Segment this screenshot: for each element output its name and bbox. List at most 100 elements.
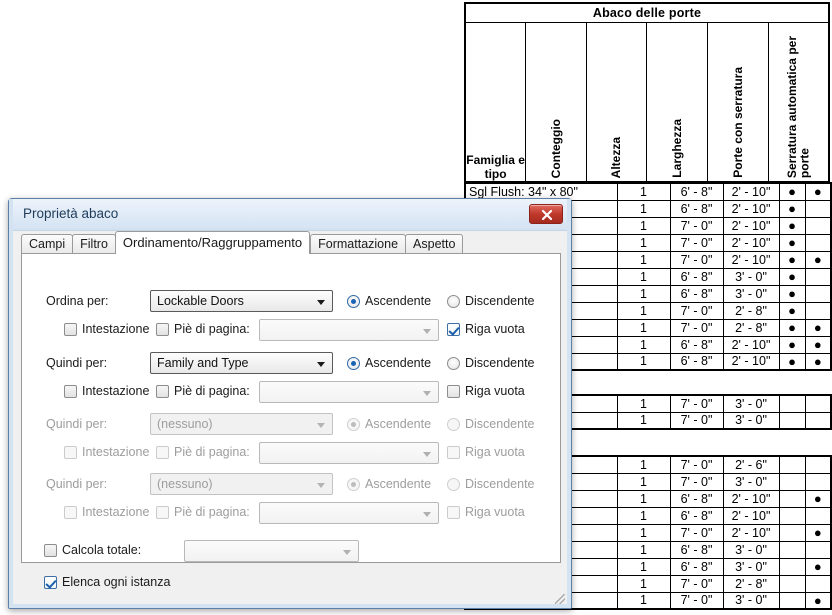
cell-larghezza: 3' - 0" (722, 591, 780, 610)
cell-conteggio: 1 (616, 284, 671, 303)
cell-conteggio: 1 (616, 394, 671, 413)
chevron-down-icon (317, 362, 325, 367)
then-by-select-1[interactable]: Family and Type (150, 352, 333, 374)
cell-porte-con-serratura: ● (778, 182, 806, 201)
cell-conteggio: 1 (616, 301, 671, 320)
blank-row-checkbox-2[interactable] (447, 385, 460, 398)
schedule-title-row: Abaco delle porte (464, 2, 830, 23)
then-by-select-2[interactable]: (nessuno) (150, 413, 333, 435)
cell-larghezza: 2' - 10" (722, 523, 780, 542)
cell-altezza: 7' - 0" (669, 574, 724, 593)
footer-label-1: Piè di pagina: (174, 322, 250, 336)
descending-label-4: Discendente (465, 477, 535, 491)
header-checkbox-4[interactable] (64, 506, 77, 519)
footer-select-1[interactable] (259, 319, 439, 341)
footer-checkbox-3[interactable] (156, 446, 169, 459)
chevron-down-icon (423, 329, 431, 334)
cell-conteggio: 1 (616, 506, 671, 525)
descending-radio-3[interactable] (447, 418, 460, 431)
cell-altezza: 7' - 0" (669, 411, 724, 430)
tab-aspetto[interactable]: Aspetto (405, 234, 464, 254)
cell-conteggio: 1 (616, 267, 671, 286)
cell-altezza: 6' - 8" (669, 267, 724, 286)
cell-altezza: 7' - 0" (669, 301, 724, 320)
descending-label-1: Discendente (465, 294, 535, 308)
cell-altezza: 7' - 0" (669, 318, 724, 337)
ascending-radio-1[interactable] (347, 295, 360, 308)
footer-label-2: Piè di pagina: (174, 384, 250, 398)
blank-row-checkbox-3[interactable] (447, 446, 460, 459)
footer-select-4[interactable] (259, 502, 439, 524)
cell-serratura-automatica (804, 216, 832, 235)
cell-larghezza: 2' - 8" (722, 574, 780, 593)
resize-grip[interactable] (555, 594, 565, 604)
cell-porte-con-serratura: ● (778, 318, 806, 337)
ascending-radio-3[interactable] (347, 418, 360, 431)
blank-row-checkbox-1[interactable] (447, 323, 460, 336)
descending-radio-4[interactable] (447, 478, 460, 491)
descending-radio-1[interactable] (447, 295, 460, 308)
cell-porte-con-serratura (778, 591, 806, 610)
cell-serratura-automatica: ● (804, 489, 832, 508)
cell-larghezza: 3' - 0" (722, 284, 780, 303)
grand-total-select[interactable] (184, 540, 359, 562)
dialog-tabs[interactable]: Campi Filtro Ordinamento/Raggruppamento For… (21, 231, 561, 254)
descending-radio-2[interactable] (447, 357, 460, 370)
cell-altezza: 7' - 0" (669, 394, 724, 413)
cell-conteggio: 1 (616, 574, 671, 593)
cell-porte-con-serratura: ● (778, 216, 806, 235)
footer-select-2[interactable] (259, 381, 439, 403)
ascending-radio-2[interactable] (347, 357, 360, 370)
footer-checkbox-1[interactable] (156, 323, 169, 336)
footer-checkbox-4[interactable] (156, 506, 169, 519)
cell-serratura-automatica (804, 411, 832, 430)
header-checkbox-1[interactable] (64, 323, 77, 336)
then-by-label-1: Quindi per: (46, 356, 108, 370)
cell-altezza: 6' - 8" (669, 199, 724, 218)
cell-porte-con-serratura (778, 574, 806, 593)
cell-porte-con-serratura: ● (778, 267, 806, 286)
cell-serratura-automatica (804, 284, 832, 303)
then-by-label-3: Quindi per: (46, 477, 108, 491)
footer-checkbox-2[interactable] (156, 385, 169, 398)
sorting-grouping-panel: Ordina per: Lockable Doors Ascendente Disce… (21, 253, 561, 589)
cell-conteggio: 1 (616, 199, 671, 218)
header-checkbox-2[interactable] (64, 385, 77, 398)
then-by-select-3[interactable]: (nessuno) (150, 473, 333, 495)
itemize-checkbox[interactable] (44, 576, 57, 589)
blank-row-checkbox-4[interactable] (447, 506, 460, 519)
descending-label-3: Discendente (465, 417, 535, 431)
descending-label-2: Discendente (465, 356, 535, 370)
tab-campi[interactable]: Campi (21, 234, 74, 254)
cell-serratura-automatica: ● (804, 557, 832, 576)
itemize-label: Elenca ogni istanza (62, 575, 171, 589)
cell-conteggio: 1 (616, 352, 671, 371)
dialog-titlebar[interactable]: Proprietà abaco (9, 199, 571, 231)
cell-serratura-automatica: ● (804, 250, 832, 269)
column-header-conteggio: Conteggio (525, 22, 587, 183)
column-header-porte-con-serratura: Porte con serratura (707, 22, 769, 183)
ascending-radio-4[interactable] (347, 478, 360, 491)
header-label-1: Intestazione (82, 322, 150, 336)
tab-ordinamento-raggruppamento[interactable]: Ordinamento/Raggruppamento (114, 231, 311, 254)
grand-total-checkbox[interactable] (44, 544, 57, 557)
then-by-label-2: Quindi per: (46, 417, 108, 431)
tab-formattazione[interactable]: Formattazione (310, 234, 407, 254)
column-header-famiglia-e-tipo: Famiglia e tipo (464, 22, 527, 183)
cell-serratura-automatica (804, 199, 832, 218)
cell-conteggio: 1 (616, 182, 671, 201)
footer-select-3[interactable] (259, 442, 439, 464)
close-icon[interactable] (529, 204, 563, 224)
cell-altezza: 7' - 0" (669, 233, 724, 252)
ascending-label-2: Ascendente (365, 356, 432, 370)
cell-conteggio: 1 (616, 233, 671, 252)
schedule-properties-dialog[interactable]: Proprietà abaco Campi Filtro Ordinamento/R… (8, 198, 572, 609)
cell-serratura-automatica: ● (804, 591, 832, 610)
cell-serratura-automatica (804, 472, 832, 491)
header-checkbox-3[interactable] (64, 446, 77, 459)
cell-porte-con-serratura (778, 540, 806, 559)
sort-by-select[interactable]: Lockable Doors (150, 290, 333, 312)
footer-label-3: Piè di pagina: (174, 445, 250, 459)
tab-filtro[interactable]: Filtro (72, 234, 116, 254)
header-label-4: Intestazione (82, 505, 150, 519)
